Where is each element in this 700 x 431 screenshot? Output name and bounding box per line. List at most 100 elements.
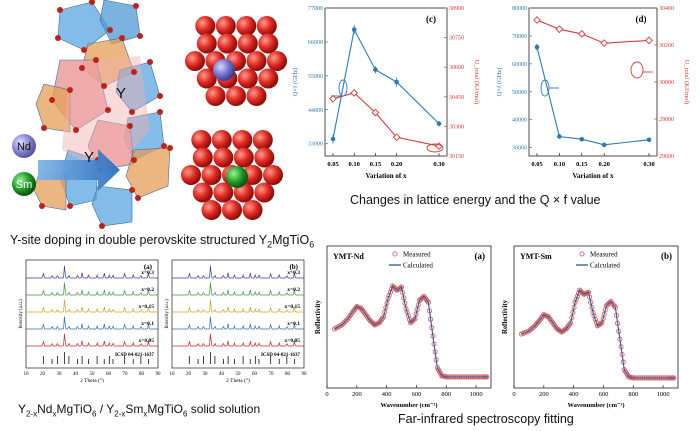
ss-sub5: x — [143, 409, 148, 419]
x-tick-label: 600 — [412, 391, 422, 398]
oxygen-site-3 — [81, 47, 87, 53]
oxygen-site-25 — [167, 145, 173, 151]
oxygen-site-21 — [161, 143, 167, 149]
annotation-ellipse-u-d — [630, 61, 644, 79]
y-left-tick-label: 44000 — [308, 108, 323, 114]
data-point-u — [577, 30, 586, 38]
y-left-tick-label: 77000 — [308, 6, 323, 12]
oxygen-site-5 — [133, 3, 139, 9]
oxygen-sphere-a-1-3 — [258, 33, 279, 54]
xrd-series-line — [26, 265, 158, 279]
x-tick-label: 0.30 — [643, 161, 654, 168]
oxygen-site-28 — [67, 203, 73, 209]
x-tick-label: 40 — [73, 372, 79, 377]
plot-frame — [25, 259, 159, 369]
y-site-blue-atom — [213, 59, 235, 81]
data-point-u — [371, 108, 380, 117]
measured-point — [387, 289, 393, 295]
plot-frame — [171, 259, 305, 369]
oxygen-sphere-b-4-1 — [222, 200, 242, 220]
measured-point — [526, 328, 532, 334]
x-tick-label: 0.10 — [349, 161, 360, 168]
y-axis-label: Reflectivity — [501, 299, 509, 334]
oxygen-sphere-b-1-2 — [233, 147, 254, 168]
oxygen-sphere-b-4-2 — [242, 200, 263, 220]
xrd-chart-a: x=0.3 x=0.2 x=0.15 x=0.1 x=0.05 ICSD 04-021-1… — [19, 259, 162, 384]
x-tick-label: 0.05 — [531, 161, 543, 168]
x-axis-label: Variation of x — [366, 172, 407, 180]
caption-mgtio: MgTiO — [272, 233, 310, 247]
oxygen-site-26 — [135, 195, 141, 201]
oxygen-site-4 — [55, 35, 61, 41]
measured-point — [574, 293, 580, 299]
y-left-tick-label: 60000 — [512, 62, 527, 68]
xrd-series-line — [172, 333, 304, 347]
plot-frame — [528, 7, 658, 157]
icsd-label: ICSD 04-021-1637 — [115, 353, 155, 358]
oxygen-site-7 — [119, 35, 125, 41]
y-right-tick-label: 30900 — [449, 6, 464, 12]
lattice-caption: Changes in lattice energy and the Q × f … — [350, 193, 601, 207]
ss-sub1: 2-x — [26, 409, 38, 419]
x-tick-label: 90 — [302, 372, 308, 377]
y-axis-label: Intensity (a.u.) — [165, 299, 170, 329]
data-point-u — [645, 36, 653, 45]
xrd-series-label: x=0.2 — [141, 287, 154, 293]
data-point-u — [392, 133, 401, 142]
y-axis-label: Intensity (a.u.) — [19, 299, 24, 329]
y-right-tick-label: 30450 — [449, 95, 464, 101]
oxygen-site-17 — [129, 109, 135, 115]
caption-y: Y — [10, 233, 18, 247]
ss-sm: Sm — [125, 402, 144, 416]
solid-solution-caption: Y2-xNdxMgTiO6 / Y2-xSmxMgTiO6 solid solu… — [18, 402, 260, 418]
oxygen-sphere-b-4-0 — [201, 200, 222, 220]
ss-mgtio1: MgTiO — [56, 402, 93, 416]
crystal-structure: Nd Sm Y Y — [12, 0, 287, 229]
x-tick-label: 800 — [628, 391, 638, 398]
x-tick-label: 90 — [156, 372, 162, 377]
x-tick-label: 70 — [269, 372, 275, 377]
data-point-qf — [557, 134, 562, 139]
oxygen-site-23 — [127, 123, 133, 129]
xrd-series-label: x=0.05 — [284, 338, 300, 344]
ss-nd: Nd — [37, 402, 53, 416]
measured-point — [591, 313, 597, 319]
oxygen-site-14 — [49, 97, 55, 103]
y-site-label-2: Y — [84, 149, 94, 166]
plot-frame — [513, 245, 679, 389]
x-tick-label: 20 — [186, 372, 192, 377]
chart-panel-label: (d) — [636, 14, 647, 24]
xrd-series-line — [26, 316, 158, 330]
xrd-chart-b: x=0.3 x=0.2 x=0.15 x=0.1 x=0.05 ICSD 04-021-1… — [165, 259, 308, 384]
oxygen-site-30 — [99, 223, 105, 229]
caption-sub-6: 6 — [309, 239, 315, 250]
polyhedron-5 — [35, 83, 71, 133]
xrd-series-label: x=0.3 — [141, 270, 154, 276]
y-right-tick-label: 30300 — [449, 124, 464, 130]
sample-label: YMT-Nd — [333, 252, 364, 261]
sample-label: YMT-Sm — [520, 252, 552, 261]
x-tick-label: 0 — [325, 391, 328, 398]
xrd-series-line — [172, 299, 304, 313]
y-right-tick-label: 30200 — [659, 43, 674, 49]
oxygen-sphere-b-1-0 — [192, 147, 213, 168]
oxygen-sphere-a-3-2 — [237, 68, 258, 89]
oxygen-sphere-b-0-2 — [232, 130, 253, 150]
data-point-u — [533, 16, 541, 24]
y-left-tick-label: 40000 — [512, 118, 527, 124]
y-right-tick-label: 29600 — [659, 154, 674, 160]
legend-measured-marker — [579, 251, 585, 257]
oxygen-sphere-b-3-3 — [254, 182, 275, 203]
data-point-u — [600, 39, 609, 48]
plot-frame — [324, 7, 448, 157]
oxygen-sphere-a-0-1 — [215, 16, 236, 36]
ss-sub6: 6 — [182, 409, 188, 419]
chart-panel-label: (c) — [426, 14, 436, 24]
x-tick-label: 80 — [285, 372, 291, 377]
data-point-qf — [351, 27, 357, 32]
oxygen-sphere-a-4-0 — [205, 86, 226, 106]
oxygen-sphere-a-4-2 — [246, 86, 267, 106]
y-right-tick-label: 30150 — [449, 154, 464, 160]
y-left-tick-label: 30000 — [512, 146, 527, 152]
xrd-series-label: x=0.15 — [284, 304, 300, 310]
